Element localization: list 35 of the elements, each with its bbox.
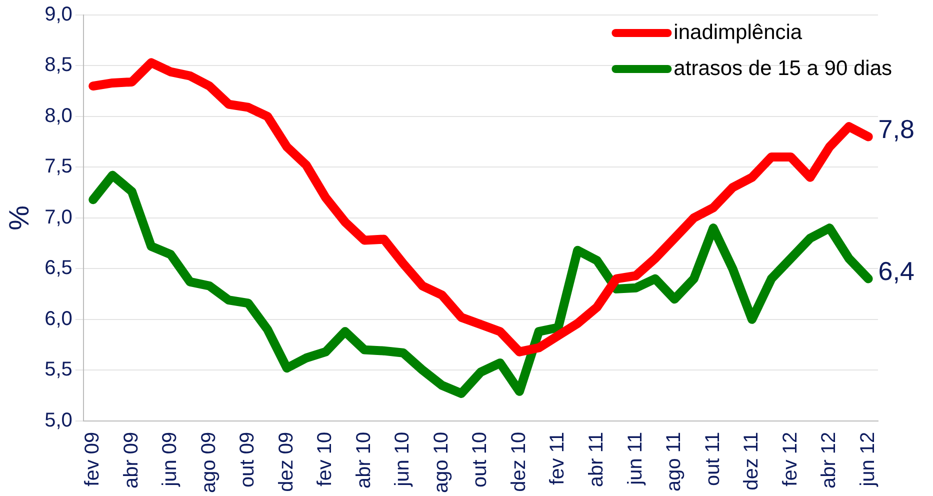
y-tick-label: 9,0	[44, 4, 72, 26]
x-tick-label: ago 09	[198, 432, 220, 493]
y-tick-label: 8,5	[44, 54, 72, 76]
x-tick-label: jun 09	[159, 432, 182, 488]
legend-label: inadimplência	[674, 20, 802, 44]
x-tick-label: dez 11	[740, 432, 763, 490]
x-tick-label: abr 09	[120, 432, 142, 489]
x-tick-label: fev 12	[779, 432, 802, 486]
data-label: 7,8	[878, 114, 914, 144]
x-tick-label: jun 10	[392, 432, 414, 488]
y-tick-label: 8,0	[44, 104, 72, 127]
x-tick-label: jun 12	[856, 432, 879, 488]
x-tick-label: abr 12	[818, 432, 840, 489]
x-tick-label: abr 11	[586, 432, 608, 488]
x-tick-label: fev 11	[546, 432, 569, 485]
y-axis-title: %	[4, 205, 35, 230]
x-tick-label: fev 10	[314, 432, 336, 486]
x-tick-label: fev 09	[82, 432, 104, 486]
y-tick-label: 5,5	[44, 358, 72, 381]
x-tick-label: abr 10	[352, 432, 375, 489]
x-tick-label: jun 11	[624, 432, 646, 486]
y-tick-label: 5,0	[44, 409, 72, 432]
data-label: 6,4	[878, 256, 914, 286]
x-tick-label: dez 10	[508, 432, 530, 492]
y-tick-label: 6,0	[44, 308, 72, 330]
x-tick-label: out 09	[236, 432, 259, 488]
x-tick-label: ago 11	[663, 432, 686, 492]
y-tick-label: 7,5	[44, 156, 72, 178]
y-tick-label: 6,5	[44, 257, 72, 280]
x-tick-label: out 10	[469, 432, 492, 488]
legend-label: atrasos de 15 a 90 dias	[674, 56, 892, 80]
x-tick-label: dez 09	[275, 432, 298, 492]
x-tick-label: ago 10	[430, 432, 452, 493]
y-tick-label: 7,0	[44, 206, 72, 228]
x-tick-label: out 11	[702, 432, 724, 486]
